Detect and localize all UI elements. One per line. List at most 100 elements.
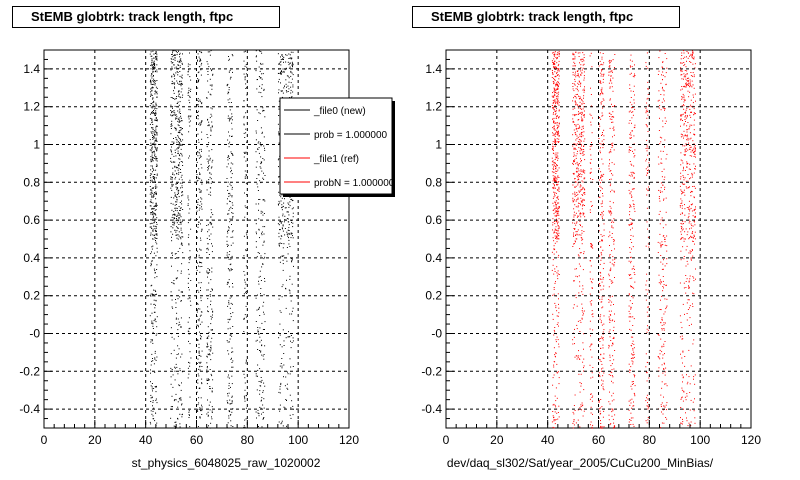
data-point <box>149 315 151 317</box>
data-point <box>631 218 633 220</box>
data-point <box>179 61 181 63</box>
data-point <box>259 70 261 72</box>
data-point <box>287 229 289 231</box>
data-point <box>598 283 600 285</box>
data-point <box>558 343 560 345</box>
data-point <box>180 115 182 117</box>
data-point <box>261 231 263 233</box>
data-point <box>581 114 583 116</box>
data-point <box>278 298 280 300</box>
data-point <box>591 427 593 429</box>
data-point <box>552 132 553 134</box>
data-point <box>156 251 158 253</box>
data-point <box>261 162 262 164</box>
data-point <box>150 55 152 57</box>
data-point <box>553 288 555 290</box>
data-point <box>152 325 154 327</box>
data-point <box>288 289 290 291</box>
data-point <box>180 272 182 274</box>
data-point <box>646 126 648 128</box>
data-point <box>648 404 650 406</box>
data-point <box>578 84 580 85</box>
data-point <box>176 139 178 141</box>
data-point <box>613 399 615 401</box>
data-point <box>599 52 601 54</box>
data-point <box>278 216 280 218</box>
data-point <box>170 61 172 63</box>
data-point <box>603 105 605 107</box>
data-point <box>197 114 199 116</box>
data-point <box>151 260 153 262</box>
data-point <box>661 324 663 326</box>
data-point <box>175 118 177 119</box>
data-point <box>201 383 203 385</box>
data-point <box>576 175 578 177</box>
data-point <box>172 227 174 229</box>
data-point <box>181 82 183 84</box>
data-point <box>258 331 259 333</box>
data-point <box>662 244 664 245</box>
data-point <box>231 366 233 368</box>
data-point <box>200 338 202 340</box>
data-point <box>553 287 555 288</box>
data-point <box>245 360 247 362</box>
data-point <box>589 209 591 211</box>
data-point <box>682 362 683 364</box>
data-point <box>155 227 157 229</box>
data-point <box>666 250 668 252</box>
data-point <box>149 123 151 125</box>
data-point <box>209 157 211 159</box>
data-point <box>556 72 558 73</box>
data-point <box>645 62 647 64</box>
data-point <box>583 145 585 147</box>
data-point <box>156 64 158 66</box>
data-point <box>579 285 581 287</box>
data-point <box>552 426 554 428</box>
data-point <box>630 66 631 68</box>
data-point <box>200 122 202 124</box>
data-point <box>170 231 172 233</box>
data-point <box>289 336 291 338</box>
data-point <box>170 406 172 408</box>
data-point <box>292 226 294 228</box>
data-point <box>187 377 189 379</box>
data-point <box>555 95 557 97</box>
data-point <box>277 203 279 205</box>
data-point <box>610 211 612 213</box>
data-point <box>171 153 173 155</box>
data-point <box>227 159 229 161</box>
data-point <box>556 178 558 180</box>
data-point <box>552 229 553 231</box>
data-point <box>152 238 153 240</box>
data-point <box>289 57 291 59</box>
data-point <box>661 217 663 219</box>
data-point <box>661 329 663 331</box>
data-point <box>574 193 576 195</box>
data-point <box>179 217 180 219</box>
data-point <box>583 313 584 315</box>
data-point <box>576 305 578 307</box>
data-point <box>555 353 557 354</box>
data-point <box>152 86 153 88</box>
data-point <box>554 268 556 270</box>
data-point <box>150 262 152 264</box>
data-point <box>578 190 580 192</box>
data-point <box>577 141 579 143</box>
data-point <box>631 277 633 279</box>
data-point <box>658 367 660 369</box>
data-point <box>174 399 176 400</box>
data-point <box>175 357 177 359</box>
data-point <box>187 222 189 224</box>
data-point <box>175 117 177 119</box>
data-point <box>279 410 281 412</box>
data-point <box>574 95 576 97</box>
data-point <box>170 226 172 228</box>
data-point <box>175 207 177 209</box>
data-point <box>554 104 556 106</box>
data-point <box>290 86 292 88</box>
data-point <box>152 230 153 232</box>
data-point <box>591 300 593 302</box>
data-point <box>611 144 613 146</box>
data-point <box>180 389 182 391</box>
data-point <box>257 331 259 333</box>
